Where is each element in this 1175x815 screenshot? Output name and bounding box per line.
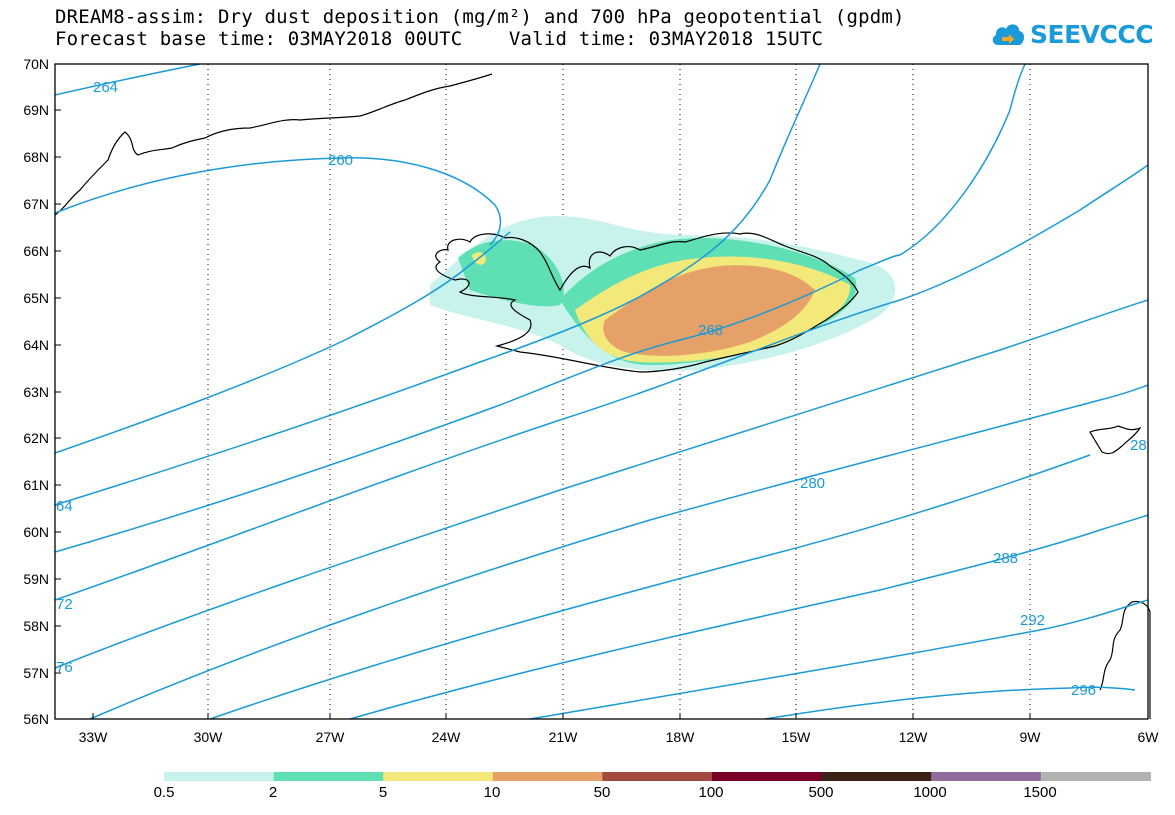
lon-label: 33W bbox=[79, 729, 109, 745]
lon-label: 9W bbox=[1020, 729, 1042, 745]
contour-label: 296 bbox=[1071, 682, 1096, 699]
lat-label: 59N bbox=[23, 571, 49, 587]
legend-swatch bbox=[164, 772, 275, 781]
legend-label: 0.5 bbox=[154, 784, 175, 801]
legend-label: 50 bbox=[594, 784, 611, 801]
geopotential-contours bbox=[54, 63, 1149, 720]
lat-label: 67N bbox=[23, 196, 49, 212]
lon-label: 18W bbox=[666, 729, 696, 745]
map-title-line-2: Forecast base time: 03MAY2018 00UTC Vali… bbox=[55, 28, 824, 50]
legend-swatch bbox=[931, 772, 1042, 781]
lat-label: 60N bbox=[23, 524, 49, 540]
contour-272-upper bbox=[899, 63, 1026, 256]
lat-label: 64N bbox=[23, 337, 49, 353]
legend-swatches bbox=[164, 772, 1151, 781]
contour-292 bbox=[529, 599, 1149, 720]
color-legend: 0.5 2 5 10 50 100 500 1000 1500 bbox=[154, 772, 1151, 801]
lat-label: 66N bbox=[23, 243, 49, 259]
legend-swatch bbox=[602, 772, 713, 781]
scotland-coastline bbox=[1099, 600, 1151, 719]
contour-268-upper bbox=[659, 63, 821, 286]
contour-288 bbox=[349, 514, 1149, 720]
coastlines bbox=[54, 73, 1151, 719]
lat-label: 57N bbox=[23, 665, 49, 681]
lat-label: 58N bbox=[23, 618, 49, 634]
logo-text: SEEVCCC bbox=[1030, 19, 1154, 49]
legend-swatch bbox=[492, 772, 603, 781]
contour-264-south bbox=[54, 231, 511, 454]
latitude-labels: 70N 69N 68N 67N 66N 65N 64N 63N 62N 61N … bbox=[23, 56, 49, 727]
lon-label: 12W bbox=[899, 729, 929, 745]
lat-label: 56N bbox=[23, 711, 49, 727]
lon-label: 6W bbox=[1138, 729, 1160, 745]
legend-swatch bbox=[383, 772, 494, 781]
contour-label: 28 bbox=[1130, 437, 1147, 454]
contour-label: 268 bbox=[698, 322, 723, 339]
lat-label: 65N bbox=[23, 290, 49, 306]
legend-swatch bbox=[712, 772, 823, 781]
dust-deposition-field bbox=[430, 215, 896, 371]
longitude-axis bbox=[92, 713, 1149, 719]
lon-label: 30W bbox=[194, 729, 224, 745]
contour-264-north bbox=[54, 63, 201, 96]
legend-label: 100 bbox=[698, 784, 723, 801]
legend-labels: 0.5 2 5 10 50 100 500 1000 1500 bbox=[154, 784, 1057, 801]
contour-labels: 264 260 268 64 280 72 288 76 292 296 28 bbox=[56, 79, 1147, 699]
contour-268-mid bbox=[54, 284, 661, 506]
contour-label: 76 bbox=[56, 659, 73, 676]
contour-276 bbox=[54, 299, 1149, 669]
lat-label: 61N bbox=[23, 477, 49, 493]
greenland-coastline bbox=[54, 73, 493, 216]
lat-label: 62N bbox=[23, 430, 49, 446]
contour-label: 280 bbox=[800, 475, 825, 492]
contour-label: 292 bbox=[1020, 612, 1045, 629]
latitude-axis bbox=[55, 63, 61, 720]
lat-label: 69N bbox=[23, 102, 49, 118]
legend-swatch bbox=[273, 772, 384, 781]
legend-label: 2 bbox=[269, 784, 277, 801]
lon-label: 15W bbox=[782, 729, 812, 745]
iceland-coastline bbox=[435, 232, 859, 373]
legend-swatch bbox=[821, 772, 932, 781]
contour-label: 264 bbox=[93, 79, 118, 96]
faroe-shetland-coastline bbox=[1089, 425, 1142, 455]
longitude-labels: 33W 30W 27W 24W 21W 18W 15W 12W 9W 6W bbox=[79, 729, 1160, 745]
cloud-logo-icon bbox=[992, 24, 1025, 45]
contour-label: 72 bbox=[56, 596, 73, 613]
lat-label: 70N bbox=[23, 56, 49, 72]
lon-label: 24W bbox=[432, 729, 462, 745]
seevccc-logo: SEEVCCC bbox=[990, 12, 1154, 56]
legend-label: 1000 bbox=[913, 784, 946, 801]
legend-swatch bbox=[1040, 772, 1151, 781]
legend-label: 500 bbox=[808, 784, 833, 801]
legend-label: 5 bbox=[379, 784, 387, 801]
map-title-line-1: DREAM8-assim: Dry dust deposition (mg/m²… bbox=[55, 6, 905, 28]
contour-280 bbox=[89, 384, 1149, 720]
lat-label: 68N bbox=[23, 149, 49, 165]
contour-272 bbox=[54, 164, 1149, 601]
contour-label: 260 bbox=[328, 152, 353, 169]
lon-label: 27W bbox=[316, 729, 346, 745]
contour-label: 64 bbox=[56, 498, 73, 515]
lon-label: 21W bbox=[549, 729, 579, 745]
contour-268 bbox=[54, 254, 901, 553]
contour-296 bbox=[764, 686, 1136, 720]
legend-label: 1500 bbox=[1023, 784, 1056, 801]
legend-label: 10 bbox=[484, 784, 501, 801]
contour-284 bbox=[209, 454, 1091, 720]
lat-label: 63N bbox=[23, 384, 49, 400]
contour-label: 288 bbox=[993, 550, 1018, 567]
contour-260 bbox=[54, 157, 502, 246]
